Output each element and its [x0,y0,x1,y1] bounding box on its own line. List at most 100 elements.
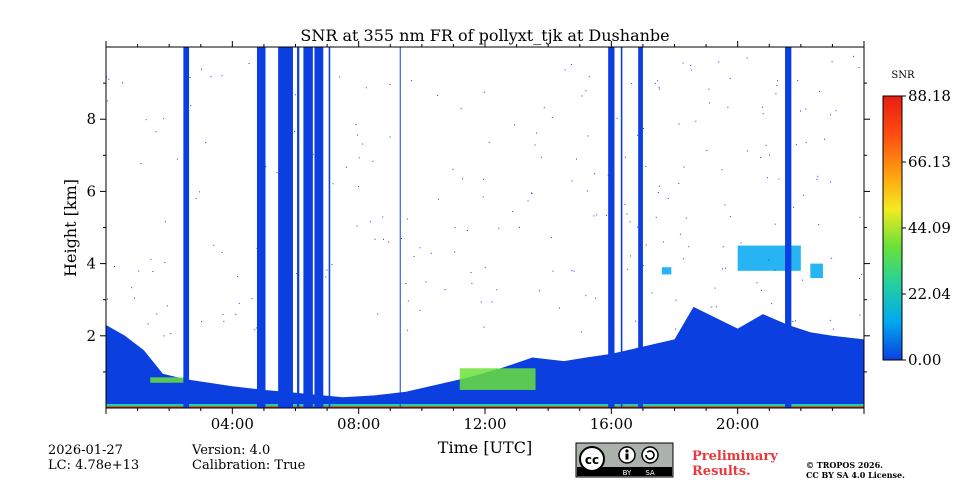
x-axis-label: Time [UTC] [438,438,532,457]
noise-speck [832,328,834,330]
noise-speck [695,120,697,122]
noise-speck [793,206,795,208]
noise-speck [170,333,172,335]
noise-speck [776,80,778,82]
colorbar-tick-label: 0.00 [908,351,941,369]
noise-speck [762,113,764,115]
noise-speck [222,313,224,315]
noise-speck [276,172,278,174]
noise-speck [152,270,154,272]
noise-speck [189,77,191,79]
cc-icon-text: cc [585,453,599,467]
noise-speck [690,69,692,71]
noise-speck [558,307,560,309]
noise-speck [637,134,639,136]
data-gap [256,47,266,408]
noise-speck [794,320,796,322]
noise-speck [818,224,820,226]
noise-speck [675,299,677,301]
noise-speck [251,298,253,300]
noise-speck [121,82,123,84]
noise-speck [150,258,152,260]
noise-speck [682,258,684,260]
noise-speck [819,90,821,92]
x-tick-label: 12:00 [463,415,506,433]
noise-speck [593,173,595,175]
noise-speck [765,144,767,146]
noise-speck [774,223,776,225]
noise-speck [690,64,692,66]
noise-speck [760,289,762,291]
noise-speck [642,127,644,129]
noise-speck [437,95,439,97]
noise-speck [213,244,215,246]
snr-layer [459,368,536,390]
noise-speck [630,255,632,257]
data-gap [303,47,313,408]
noise-speck [631,82,633,84]
cc-icon [579,446,605,472]
noise-speck [147,323,149,325]
copyright-line1: © TROPOS 2026. [806,460,883,470]
noise-speck [627,268,629,270]
noise-speck [658,185,660,187]
noise-speck [792,320,794,322]
data-gap [297,47,300,408]
noise-speck [248,63,250,65]
noise-speck [711,306,713,308]
noise-speck [164,262,166,264]
noise-speck [714,287,716,289]
preliminary-line1: Preliminary [692,449,778,464]
noise-speck [325,276,327,278]
noise-speck [829,319,831,321]
noise-speck [430,252,432,254]
noise-speck [715,306,717,308]
cc-license-badge: cc BY SA [575,442,674,478]
copyright: © TROPOS 2026. CC BY SA 4.0 License. [806,460,905,480]
noise-speck [527,200,529,202]
copyright-line2: CC BY SA 4.0 License. [806,470,905,480]
noise-speck [454,227,456,229]
noise-speck [190,105,192,107]
noise-speck [382,216,384,218]
noise-speck [374,238,376,240]
noise-speck [721,169,723,171]
y-tick-label: 2 [86,327,96,345]
noise-speck [831,257,833,259]
data-gap [314,47,324,408]
data-gap [328,47,331,408]
noise-speck [484,266,486,268]
noise-speck [645,244,647,246]
noise-speck [238,302,240,304]
noise-speck [629,221,631,223]
noise-speck [312,153,314,155]
sa-icon [641,446,659,464]
noise-speck [358,157,360,159]
noise-speck [685,217,687,219]
noise-speck [831,61,833,63]
noise-speck [294,94,296,96]
noise-speck [718,61,720,63]
by-text: BY [623,469,632,477]
footer-lc: LC: 4.78e+13 [48,458,140,473]
noise-speck [835,110,837,112]
noise-speck [235,313,237,315]
noise-speck [709,102,711,104]
noise-speck [858,277,860,279]
noise-speck [767,177,769,179]
snr-layer [661,267,672,275]
noise-speck [462,178,464,180]
preliminary-line2: Results. [692,464,751,479]
noise-speck [496,289,498,291]
noise-speck [164,221,166,223]
noise-speck [651,292,653,294]
noise-speck [221,75,223,77]
noise-speck [616,117,618,119]
noise-speck [722,268,724,270]
noise-speck [419,310,421,312]
footer-date: 2026-01-27 [48,443,123,458]
data-gaps [183,47,792,408]
noise-speck [575,158,577,160]
data-gap [183,47,190,408]
noise-speck [725,267,727,269]
